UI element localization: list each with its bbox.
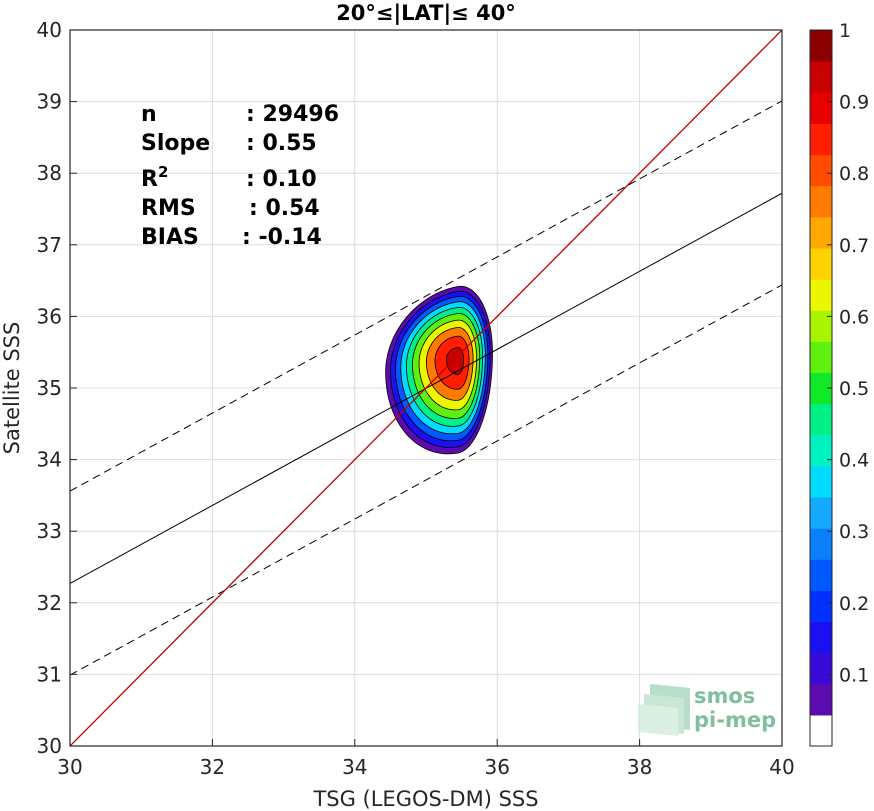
stat-label: RMS [141, 196, 196, 221]
colorbar-tick-label: 0.8 [839, 163, 869, 185]
x-tick-label: 38 [627, 755, 652, 779]
stat-value: : 0.10 [246, 167, 317, 192]
y-tick-label: 38 [37, 161, 62, 185]
logo-line1: smos [694, 684, 755, 708]
x-tick-label: 30 [57, 755, 82, 779]
colorbar-tick-label: 0.1 [839, 664, 869, 686]
logo-mark-icon [638, 684, 690, 736]
x-axis-label: TSG (LEGOS-DM) SSS [312, 787, 538, 811]
stat-label-sup: 2 [158, 163, 168, 181]
colorbar-segment [810, 465, 832, 498]
colorbar-tick-label: 0.7 [839, 235, 869, 257]
y-tick-label: 35 [37, 376, 62, 400]
colorbar-segment [810, 621, 832, 654]
logo-line2: pi-mep [694, 708, 776, 732]
colorbar-segment [810, 403, 832, 436]
colorbar-segment [810, 714, 832, 747]
colorbar-segment [810, 154, 832, 187]
x-tick-label: 34 [342, 755, 367, 779]
y-axis-ticks: 30 31 32 33 34 35 36 37 38 39 40 [37, 18, 77, 758]
stat-value: : 0.54 [249, 196, 320, 221]
y-tick-label: 40 [37, 18, 62, 42]
colorbar-segment [810, 185, 832, 218]
colorbar-tick-label: 1 [839, 20, 851, 42]
stat-label: BIAS [141, 225, 199, 250]
x-axis-ticks: 30 32 34 36 38 40 [57, 739, 795, 779]
colorbar-segment [810, 528, 832, 560]
one-to-one-line [70, 30, 782, 746]
colorbar: 0.1 0.2 0.3 0.4 0.5 0.6 0.7 0.8 0.9 1 [809, 20, 869, 747]
colorbar-tick-label: 0.9 [839, 92, 869, 114]
y-tick-label: 36 [37, 304, 62, 328]
colorbar-tick-label: 0.2 [839, 593, 869, 615]
colorbar-segment [810, 61, 832, 93]
colorbar-tick-label: 0.6 [839, 306, 869, 328]
chart-title: 20°≤|LAT|≤ 40° [336, 1, 516, 26]
y-axis-label: Satellite SSS [0, 322, 24, 455]
upper-bound-line [70, 100, 782, 492]
colorbar-tick-label: 0.3 [839, 521, 869, 543]
colorbar-segment [810, 310, 832, 342]
stat-value: : 0.55 [246, 131, 317, 156]
colorbar-segment [810, 279, 832, 311]
stat-value: : 29496 [246, 102, 339, 127]
stat-label: Slope [141, 131, 210, 156]
colorbar-segment [810, 123, 832, 156]
colorbar-segment [810, 216, 832, 249]
colorbar-segment [810, 683, 832, 716]
stat-label: n [141, 102, 157, 127]
y-tick-label: 37 [37, 233, 62, 257]
y-tick-label: 31 [37, 662, 62, 686]
colorbar-segment [810, 496, 832, 529]
colorbar-segment [810, 341, 832, 374]
y-tick-label: 39 [37, 90, 62, 114]
colorbar-segment [810, 372, 832, 405]
colorbar-segment [810, 590, 832, 623]
y-tick-label: 33 [37, 519, 62, 543]
x-tick-label: 40 [769, 755, 794, 779]
x-tick-label: 36 [484, 755, 509, 779]
colorbar-segment [810, 434, 832, 467]
colorbar-segment [810, 30, 832, 62]
lower-bound-line [70, 284, 782, 676]
colorbar-segment [810, 559, 832, 591]
fit-lines [70, 30, 782, 746]
colorbar-tick-label: 0.5 [839, 378, 869, 400]
colorbar-segment [810, 92, 832, 124]
colorbar-segment [810, 652, 832, 685]
y-tick-label: 34 [37, 448, 62, 472]
colorbar-tick-label: 0.4 [839, 450, 869, 472]
x-tick-label: 32 [200, 755, 225, 779]
y-tick-label: 32 [37, 591, 62, 615]
grid [69, 29, 783, 747]
stat-value: : -0.14 [242, 225, 322, 250]
colorbar-segment [810, 247, 832, 280]
smos-pi-mep-logo: smos pi-mep [638, 684, 776, 736]
y-tick-label: 30 [37, 734, 62, 758]
